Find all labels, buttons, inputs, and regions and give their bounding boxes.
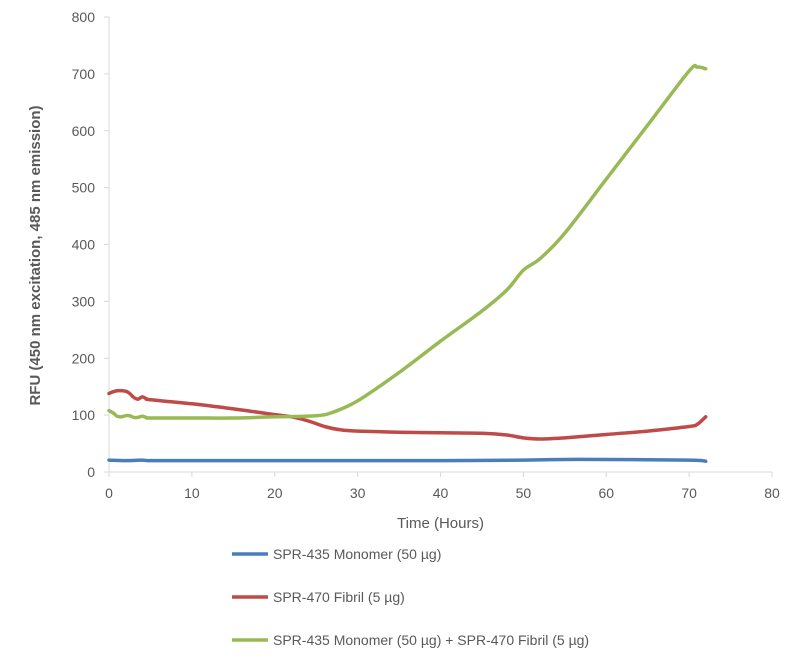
x-tick-label: 50 [516, 485, 532, 501]
x-tick-label: 0 [105, 485, 113, 501]
legend-label: SPR-435 Monomer (50 µg) + SPR-470 Fibril… [273, 632, 589, 648]
y-tick-label: 600 [72, 123, 96, 139]
y-tick-label: 400 [72, 237, 96, 253]
axes [108, 17, 772, 473]
x-ticks: 0 10 20 30 40 50 60 70 80 [105, 472, 780, 501]
x-tick-label: 20 [267, 485, 283, 501]
x-axis-title: Time (Hours) [397, 515, 484, 532]
y-tick-label: 0 [87, 464, 95, 480]
series-line-1 [107, 457, 708, 463]
y-tick-label: 200 [72, 350, 96, 366]
series-line-3 [107, 63, 708, 420]
legend-label: SPR-470 Fibril (5 µg) [273, 589, 405, 605]
series-lines [107, 63, 708, 463]
x-tick-label: 40 [433, 485, 449, 501]
y-tick-label: 300 [72, 293, 96, 309]
y-ticks: 0 100 200 300 400 500 600 700 800 [72, 9, 109, 480]
series-line-2 [107, 388, 708, 441]
x-tick-label: 30 [350, 485, 366, 501]
x-tick-label: 80 [764, 485, 780, 501]
x-tick-label: 10 [184, 485, 200, 501]
legend: SPR-435 Monomer (50 µg) SPR-470 Fibril (5… [232, 546, 589, 648]
y-tick-label: 700 [72, 66, 96, 82]
y-tick-label: 800 [72, 9, 96, 25]
y-tick-label: 100 [72, 407, 96, 423]
x-tick-label: 60 [598, 485, 614, 501]
legend-label: SPR-435 Monomer (50 µg) [273, 546, 441, 562]
y-tick-label: 500 [72, 180, 96, 196]
x-tick-label: 70 [681, 485, 697, 501]
y-axis-title: RFU (450 nm excitation, 485 nm emission) [27, 105, 44, 405]
